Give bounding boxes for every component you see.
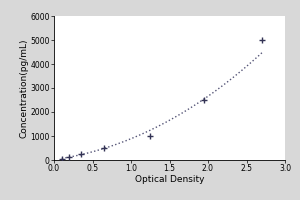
X-axis label: Optical Density: Optical Density [135,175,204,184]
Y-axis label: Concentration(pg/mL): Concentration(pg/mL) [20,38,29,138]
